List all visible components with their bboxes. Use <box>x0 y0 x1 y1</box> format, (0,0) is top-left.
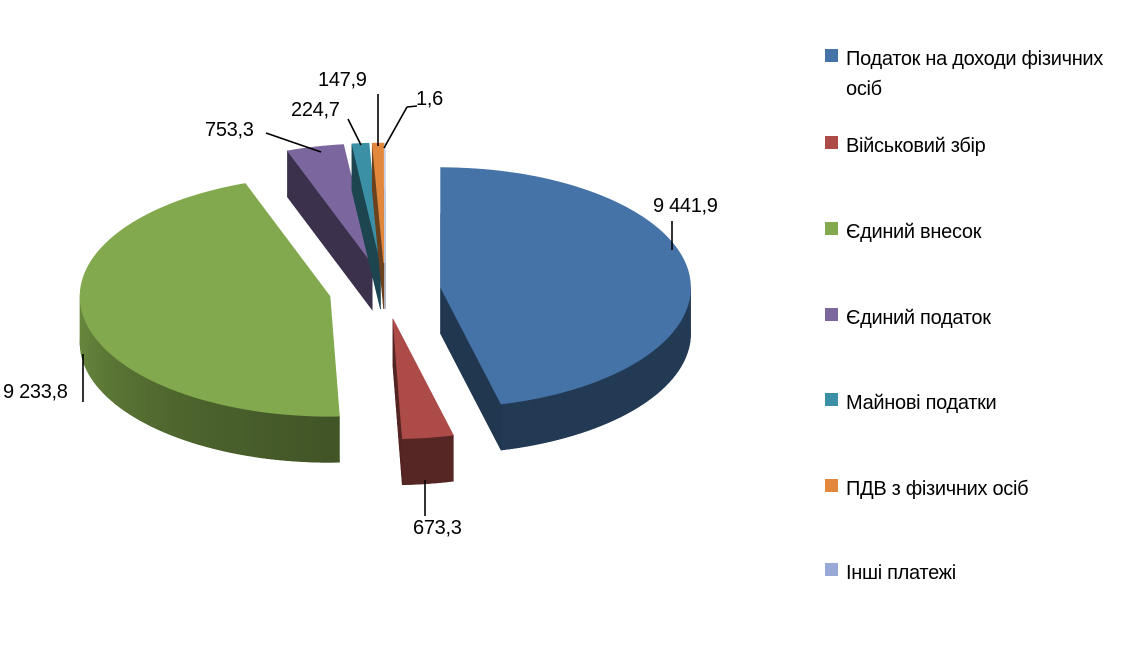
legend: Податок на доходи фізичних осіб Військов… <box>825 0 1137 657</box>
legend-label: Податок на доходи фізичних осіб <box>846 48 1104 100</box>
legend-item-mainovi-podatky[interactable]: Майнові податки <box>825 388 1125 418</box>
legend-swatch-red <box>825 136 838 149</box>
pie-slice-3[interactable] <box>286 144 373 264</box>
legend-item-podatok-dohody[interactable]: Податок на доходи фізичних осіб <box>825 44 1125 104</box>
data-label-inshi-platezhi: 1,6 <box>416 88 443 110</box>
legend-label: Майнові податки <box>846 392 997 414</box>
leader-line <box>406 105 418 108</box>
data-label-podatok-dohody: 9 441,9 <box>653 195 718 217</box>
legend-label: Єдиний внесок <box>846 221 982 243</box>
data-label-yedynyi-podatok: 753,3 <box>205 119 254 141</box>
legend-item-pdv[interactable]: ПДВ з фізичних осіб <box>825 474 1125 504</box>
legend-label: Військовий збір <box>846 135 986 157</box>
leader-line <box>383 106 408 149</box>
legend-item-viiskovyi-zbir[interactable]: Військовий збір <box>825 131 1125 161</box>
data-label-pdv: 147,9 <box>318 69 367 91</box>
legend-label: Єдиний податок <box>846 307 991 329</box>
pie-slice-0[interactable] <box>440 167 691 405</box>
data-label-viiskovyi-zbir: 673,3 <box>413 517 462 539</box>
legend-label: ПДВ з фізичних осіб <box>846 478 1029 500</box>
pie-slice-1[interactable] <box>392 318 454 439</box>
legend-swatch-purple <box>825 308 838 321</box>
legend-swatch-green <box>825 222 838 235</box>
legend-label: Інші платежі <box>846 562 956 584</box>
leader-line <box>265 132 322 153</box>
legend-item-yedynyi-podatok[interactable]: Єдиний податок <box>825 303 1125 333</box>
data-label-mainovi-podatky: 224,7 <box>291 99 340 121</box>
leader-line <box>347 118 362 146</box>
legend-swatch-teal <box>825 393 838 406</box>
pie-slice-2[interactable] <box>79 183 340 417</box>
data-label-yedynyi-vnesok: 9 233,8 <box>3 381 68 403</box>
legend-item-inshi-platezhi[interactable]: Інші платежі <box>825 558 1125 588</box>
legend-swatch-orange <box>825 479 838 492</box>
legend-swatch-blue <box>825 49 838 62</box>
legend-item-yedynyi-vnesok[interactable]: Єдиний внесок <box>825 217 1125 247</box>
legend-swatch-lightblue <box>825 563 838 576</box>
